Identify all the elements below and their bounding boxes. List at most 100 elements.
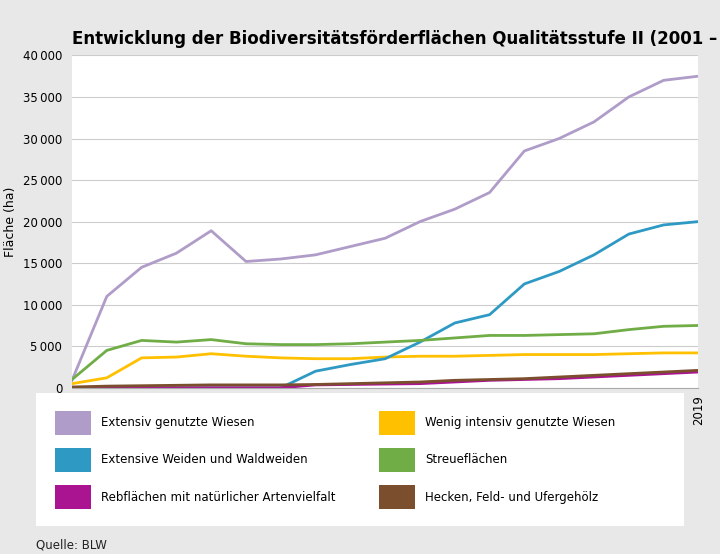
Hecken, Feld- und Ufergehölz: [346, 380, 355, 387]
Extensive Weiden und Waldweiden: [102, 384, 111, 391]
Hecken, Feld- und Ufergehölz: [207, 382, 215, 388]
Wenig intensiv genutzte Wiesen: [381, 353, 390, 360]
Rebflächen mit natürlicher Artenvielfalt: [207, 384, 215, 391]
Rebflächen mit natürlicher Artenvielfalt: [138, 384, 146, 391]
Rebflächen mit natürlicher Artenvielfalt: [660, 370, 668, 377]
Line: Rebflächen mit natürlicher Artenvielfalt: Rebflächen mit natürlicher Artenvielfalt: [72, 372, 698, 388]
Extensiv genutzte Wiesen: [555, 135, 564, 142]
Extensive Weiden und Waldweiden: [138, 384, 146, 391]
Extensive Weiden und Waldweiden: [555, 268, 564, 275]
Text: Entwicklung der Biodiversitätsförderflächen Qualitätsstufe II (2001 – 2019): Entwicklung der Biodiversitätsförderfläc…: [72, 30, 720, 48]
Wenig intensiv genutzte Wiesen: [68, 380, 76, 387]
Text: Wenig intensiv genutzte Wiesen: Wenig intensiv genutzte Wiesen: [425, 416, 615, 429]
Extensive Weiden und Waldweiden: [485, 311, 494, 318]
Line: Extensive Weiden und Waldweiden: Extensive Weiden und Waldweiden: [72, 222, 698, 388]
Extensiv genutzte Wiesen: [381, 235, 390, 242]
Hecken, Feld- und Ufergehölz: [451, 377, 459, 383]
Rebflächen mit natürlicher Artenvielfalt: [172, 384, 181, 391]
Extensive Weiden und Waldweiden: [590, 252, 598, 258]
FancyBboxPatch shape: [379, 411, 415, 434]
Text: Quelle: BLW: Quelle: BLW: [36, 538, 107, 551]
Rebflächen mit natürlicher Artenvielfalt: [694, 369, 703, 376]
Extensiv genutzte Wiesen: [346, 243, 355, 250]
Extensiv genutzte Wiesen: [276, 256, 285, 263]
Hecken, Feld- und Ufergehölz: [485, 376, 494, 383]
Streueflächen: [694, 322, 703, 329]
Streueflächen: [242, 340, 251, 347]
Extensiv genutzte Wiesen: [207, 227, 215, 234]
Streueflächen: [102, 347, 111, 354]
Extensive Weiden und Waldweiden: [311, 368, 320, 375]
Text: Extensiv genutzte Wiesen: Extensiv genutzte Wiesen: [101, 416, 254, 429]
Streueflächen: [555, 331, 564, 338]
Hecken, Feld- und Ufergehölz: [520, 376, 528, 382]
Streueflächen: [590, 330, 598, 337]
Hecken, Feld- und Ufergehölz: [381, 379, 390, 386]
Hecken, Feld- und Ufergehölz: [311, 381, 320, 388]
Streueflächen: [346, 340, 355, 347]
Wenig intensiv genutzte Wiesen: [415, 353, 424, 360]
Extensive Weiden und Waldweiden: [660, 222, 668, 228]
Rebflächen mit natürlicher Artenvielfalt: [68, 384, 76, 391]
Extensiv genutzte Wiesen: [694, 73, 703, 79]
Extensiv genutzte Wiesen: [102, 293, 111, 300]
Extensiv genutzte Wiesen: [660, 77, 668, 84]
Wenig intensiv genutzte Wiesen: [138, 355, 146, 361]
Streueflächen: [172, 339, 181, 346]
Rebflächen mit natürlicher Artenvielfalt: [242, 384, 251, 391]
Hecken, Feld- und Ufergehölz: [624, 370, 633, 377]
Line: Hecken, Feld- und Ufergehölz: Hecken, Feld- und Ufergehölz: [72, 371, 698, 387]
Hecken, Feld- und Ufergehölz: [242, 382, 251, 388]
Text: Extensive Weiden und Waldweiden: Extensive Weiden und Waldweiden: [101, 453, 307, 466]
Hecken, Feld- und Ufergehölz: [415, 379, 424, 386]
Extensive Weiden und Waldweiden: [68, 384, 76, 391]
Line: Extensiv genutzte Wiesen: Extensiv genutzte Wiesen: [72, 76, 698, 380]
Rebflächen mit natürlicher Artenvielfalt: [415, 380, 424, 387]
Wenig intensiv genutzte Wiesen: [555, 351, 564, 358]
Streueflächen: [207, 336, 215, 343]
Extensiv genutzte Wiesen: [242, 258, 251, 265]
Streueflächen: [485, 332, 494, 338]
Hecken, Feld- und Ufergehölz: [102, 383, 111, 389]
Extensiv genutzte Wiesen: [311, 252, 320, 258]
Extensive Weiden und Waldweiden: [451, 320, 459, 326]
Wenig intensiv genutzte Wiesen: [242, 353, 251, 360]
Wenig intensiv genutzte Wiesen: [207, 351, 215, 357]
FancyBboxPatch shape: [55, 411, 91, 434]
Text: Streueflächen: Streueflächen: [425, 453, 507, 466]
Hecken, Feld- und Ufergehölz: [590, 372, 598, 379]
Streueflächen: [311, 341, 320, 348]
Extensive Weiden und Waldweiden: [207, 384, 215, 391]
Extensive Weiden und Waldweiden: [624, 231, 633, 238]
Rebflächen mit natürlicher Artenvielfalt: [624, 372, 633, 379]
Hecken, Feld- und Ufergehölz: [172, 382, 181, 389]
Rebflächen mit natürlicher Artenvielfalt: [276, 384, 285, 391]
Rebflächen mit natürlicher Artenvielfalt: [590, 373, 598, 380]
Hecken, Feld- und Ufergehölz: [138, 382, 146, 389]
Rebflächen mit natürlicher Artenvielfalt: [520, 376, 528, 383]
Extensiv genutzte Wiesen: [68, 377, 76, 383]
Wenig intensiv genutzte Wiesen: [346, 356, 355, 362]
Rebflächen mit natürlicher Artenvielfalt: [346, 381, 355, 388]
Streueflächen: [276, 341, 285, 348]
Text: Rebflächen mit natürlicher Artenvielfalt: Rebflächen mit natürlicher Artenvielfalt: [101, 490, 336, 504]
Hecken, Feld- und Ufergehölz: [660, 369, 668, 376]
Rebflächen mit natürlicher Artenvielfalt: [451, 379, 459, 386]
Streueflächen: [381, 339, 390, 346]
Wenig intensiv genutzte Wiesen: [102, 375, 111, 381]
Wenig intensiv genutzte Wiesen: [311, 356, 320, 362]
Streueflächen: [660, 323, 668, 330]
Y-axis label: Fläche (ha): Fläche (ha): [4, 186, 17, 257]
Line: Wenig intensiv genutzte Wiesen: Wenig intensiv genutzte Wiesen: [72, 353, 698, 383]
FancyBboxPatch shape: [379, 485, 415, 509]
Extensiv genutzte Wiesen: [624, 94, 633, 100]
Streueflächen: [520, 332, 528, 338]
Extensive Weiden und Waldweiden: [346, 361, 355, 368]
Wenig intensiv genutzte Wiesen: [660, 350, 668, 356]
Extensiv genutzte Wiesen: [138, 264, 146, 271]
Wenig intensiv genutzte Wiesen: [520, 351, 528, 358]
FancyBboxPatch shape: [379, 448, 415, 472]
Streueflächen: [68, 376, 76, 383]
Extensiv genutzte Wiesen: [520, 148, 528, 155]
Extensive Weiden und Waldweiden: [172, 384, 181, 391]
